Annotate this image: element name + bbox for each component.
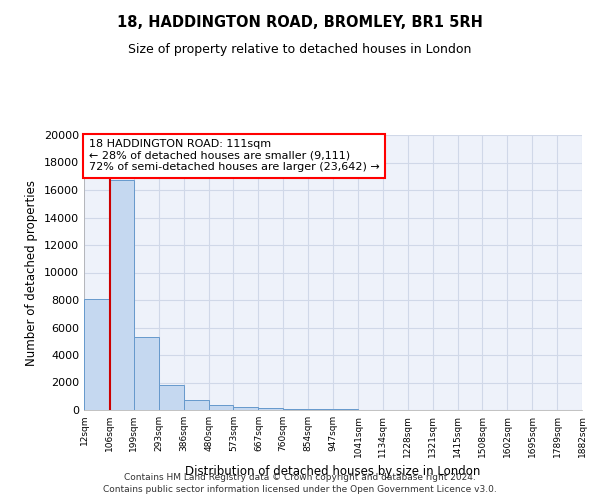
Bar (84, 298, 109, 410)
Bar (233, 406, 259, 410)
Text: 18 HADDINGTON ROAD: 111sqm
← 28% of detached houses are smaller (9,111)
72% of s: 18 HADDINGTON ROAD: 111sqm ← 28% of deta… (89, 139, 380, 172)
X-axis label: Distribution of detached houses by size in London: Distribution of detached houses by size … (185, 466, 481, 478)
Text: Contains public sector information licensed under the Open Government Licence v3: Contains public sector information licen… (103, 486, 497, 494)
Text: Contains HM Land Registry data © Crown copyright and database right 2024.: Contains HM Land Registry data © Crown c… (124, 473, 476, 482)
Y-axis label: Number of detached properties: Number of detached properties (25, 180, 38, 366)
Bar (134, 337, 159, 410)
Bar (184, 400, 209, 410)
Bar (159, 385, 184, 410)
Bar (308, 409, 333, 410)
Text: Size of property relative to detached houses in London: Size of property relative to detached ho… (128, 42, 472, 56)
Bar (259, 408, 283, 410)
Bar (283, 409, 308, 410)
Text: 18, HADDINGTON ROAD, BROMLEY, BR1 5RH: 18, HADDINGTON ROAD, BROMLEY, BR1 5RH (117, 15, 483, 30)
Bar (109, 180, 134, 410)
Bar (209, 404, 233, 410)
